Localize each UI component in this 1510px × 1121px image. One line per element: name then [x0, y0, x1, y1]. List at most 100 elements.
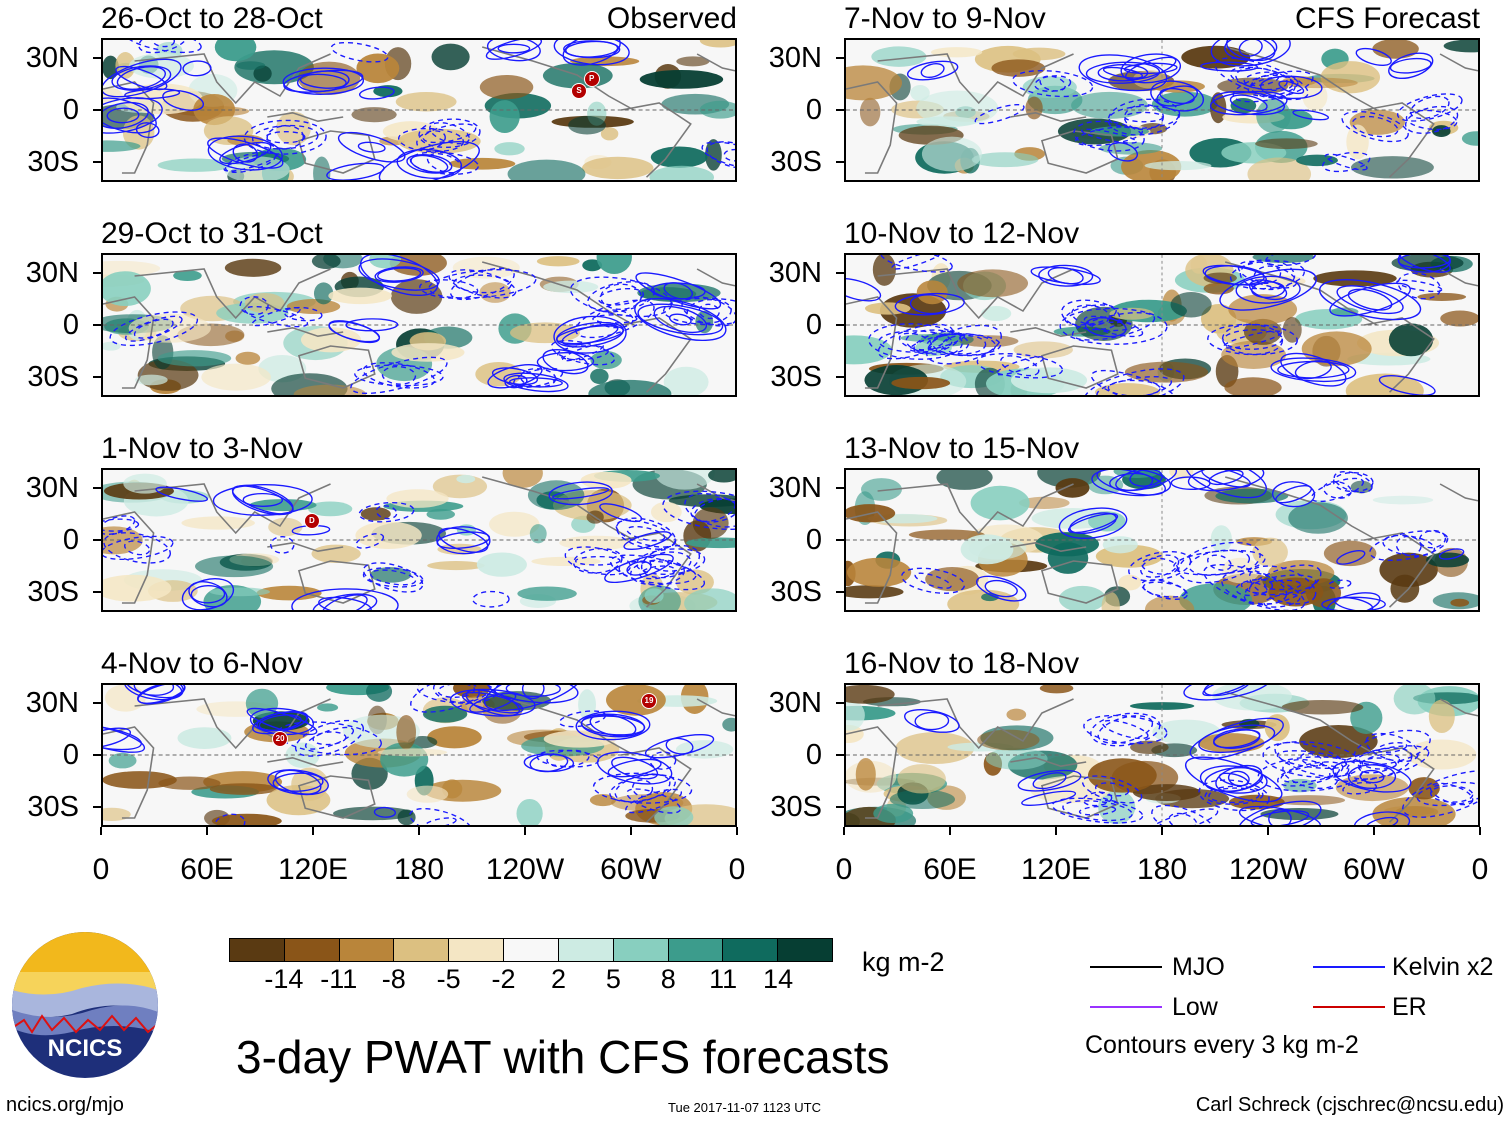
lat-tick: [93, 160, 101, 163]
lat-tick: [93, 109, 101, 111]
storm-marker-icon: S: [571, 82, 587, 99]
panel-title: 26-Oct to 28-Oct: [101, 2, 323, 35]
colorbar-tick-label: 2: [550, 964, 566, 994]
lat-label: 30S: [27, 360, 79, 393]
lat-label: 30N: [25, 42, 79, 75]
legend-kelvin-line: [1313, 966, 1385, 968]
lat-tick: [93, 539, 101, 541]
lon-tick: [312, 827, 314, 835]
colorbar-swatch: [504, 939, 559, 961]
lat-tick: [836, 539, 844, 541]
lon-label: 0: [835, 853, 853, 886]
lon-tick: [736, 827, 738, 835]
lat-label: 0: [805, 739, 822, 771]
ncics-logo: NCICS: [12, 932, 158, 1078]
lat-label: 30S: [770, 575, 822, 608]
footer-site: ncics.org/mjo: [6, 1094, 124, 1116]
colorbar-tick-label: -8: [381, 964, 406, 994]
footer-author: Carl Schreck (cjschrec@ncsu.edu): [1195, 1094, 1504, 1116]
lon-tick: [949, 827, 951, 835]
lat-label: 30N: [768, 687, 822, 720]
colorbar-units: kg m-2: [862, 947, 945, 977]
lat-tick: [93, 324, 101, 326]
lon-label: 0: [92, 853, 110, 886]
map-panel: [844, 683, 1480, 827]
map-panel: [101, 683, 737, 827]
lat-tick: [93, 57, 101, 60]
lat-label: 30N: [25, 687, 79, 720]
lat-label: 0: [62, 309, 79, 341]
colorbar-tick-label: -2: [491, 964, 516, 994]
map-panel: [101, 38, 737, 182]
lon-tick: [630, 827, 632, 835]
panel-title: 16-Nov to 18-Nov: [844, 647, 1080, 680]
colorbar-swatch: [723, 939, 779, 961]
panel-title: 1-Nov to 3-Nov: [101, 432, 303, 465]
panel-title: 13-Nov to 15-Nov: [844, 432, 1080, 465]
panel-title: 4-Nov to 6-Nov: [101, 647, 303, 680]
figure-title: 3-day PWAT with CFS forecasts: [236, 1031, 890, 1083]
panel-tag: Observed: [606, 2, 737, 35]
lon-label: 180: [1136, 853, 1188, 886]
lon-tick: [1161, 827, 1163, 835]
lon-label: 60E: [180, 853, 234, 886]
colorbar-tick-label: 14: [763, 964, 794, 994]
lat-label: 30S: [770, 790, 822, 823]
lat-tick: [93, 805, 101, 808]
lat-tick: [93, 702, 101, 705]
map-panel: [844, 468, 1480, 612]
lat-tick: [836, 590, 844, 593]
lon-tick: [100, 827, 102, 835]
logo-text: NCICS: [48, 1035, 123, 1062]
lat-label: 0: [805, 94, 822, 126]
legend-contour-note: Contours every 3 kg m-2: [1085, 1031, 1359, 1059]
lon-label: 0: [1471, 853, 1489, 886]
lat-tick: [836, 487, 844, 490]
legend-er-label: ER: [1392, 993, 1427, 1021]
lat-tick: [93, 272, 101, 275]
legend-low-label: Low: [1172, 993, 1218, 1021]
lat-label: 30N: [25, 472, 79, 505]
lat-tick: [836, 160, 844, 163]
lat-label: 30S: [770, 145, 822, 178]
colorbar-swatch: [613, 939, 669, 961]
lon-label: 60W: [1343, 853, 1405, 886]
lat-label: 30N: [25, 257, 79, 290]
storm-marker-icon: 19: [640, 693, 657, 710]
colorbar-tick-label: 11: [709, 964, 738, 994]
colorbar-tick-label: -14: [264, 964, 304, 994]
legend-mjo-label: MJO: [1172, 953, 1225, 981]
storm-marker-icon: 20: [272, 730, 289, 747]
lon-tick: [1055, 827, 1057, 835]
legend-er-line: [1313, 1006, 1385, 1008]
legend-mjo-line: [1090, 966, 1162, 968]
lon-label: 0: [728, 853, 746, 886]
colorbar-tick-label: 8: [660, 964, 676, 994]
colorbar: [229, 938, 833, 962]
lon-label: 60E: [923, 853, 977, 886]
panel-title: 10-Nov to 12-Nov: [844, 217, 1080, 250]
lat-tick: [836, 272, 844, 275]
map-panel: [844, 38, 1480, 182]
lat-label: 30N: [768, 257, 822, 290]
lon-tick: [418, 827, 420, 835]
lat-tick: [836, 324, 844, 326]
lat-tick: [836, 375, 844, 378]
colorbar-tick-label: -11: [320, 964, 358, 994]
footer-timestamp: Tue 2017-11-07 1123 UTC: [668, 1100, 821, 1115]
map-panel: [101, 253, 737, 397]
storm-marker-icon: D: [303, 512, 320, 529]
lon-label: 120W: [485, 853, 565, 886]
colorbar-swatch: [339, 939, 395, 961]
lon-tick: [524, 827, 526, 835]
lon-label: 180: [393, 853, 445, 886]
colorbar-swatch: [778, 939, 832, 961]
lat-tick: [836, 109, 844, 111]
lat-label: 0: [805, 309, 822, 341]
colorbar-tick-label: -5: [436, 964, 461, 994]
panel-title: 7-Nov to 9-Nov: [844, 2, 1046, 35]
lon-tick: [206, 827, 208, 835]
colorbar-tick-label: 5: [605, 964, 621, 994]
lat-label: 30N: [768, 472, 822, 505]
colorbar-swatch: [284, 939, 340, 961]
